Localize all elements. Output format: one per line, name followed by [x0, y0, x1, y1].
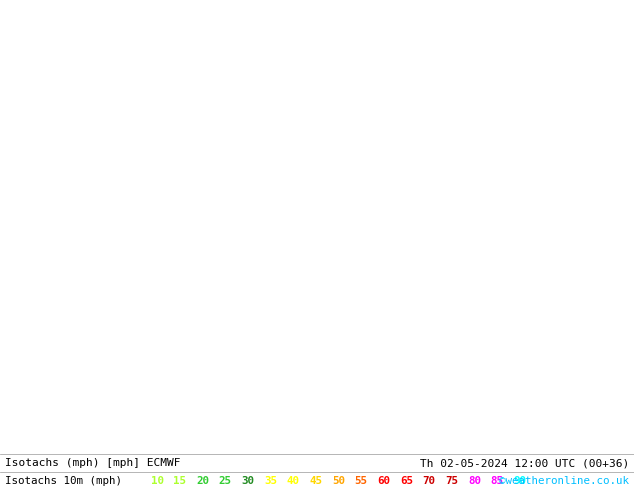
- Text: 90: 90: [514, 476, 526, 486]
- Text: 40: 40: [287, 476, 300, 486]
- Text: 45: 45: [309, 476, 323, 486]
- Text: 10: 10: [151, 476, 164, 486]
- Text: 80: 80: [468, 476, 481, 486]
- Text: 20: 20: [196, 476, 209, 486]
- Text: Isotachs (mph) [mph] ECMWF: Isotachs (mph) [mph] ECMWF: [5, 458, 181, 468]
- Text: 55: 55: [354, 476, 368, 486]
- Text: 15: 15: [173, 476, 186, 486]
- Text: 30: 30: [242, 476, 254, 486]
- Text: 75: 75: [445, 476, 458, 486]
- Text: 35: 35: [264, 476, 277, 486]
- Text: 25: 25: [219, 476, 232, 486]
- Text: 60: 60: [377, 476, 391, 486]
- Text: 85: 85: [491, 476, 504, 486]
- Text: 70: 70: [423, 476, 436, 486]
- Text: Th 02-05-2024 12:00 UTC (00+36): Th 02-05-2024 12:00 UTC (00+36): [420, 458, 629, 468]
- Text: ©weatheronline.co.uk: ©weatheronline.co.uk: [499, 476, 629, 486]
- Text: 50: 50: [332, 476, 345, 486]
- Text: Isotachs 10m (mph): Isotachs 10m (mph): [5, 476, 122, 486]
- Text: 65: 65: [400, 476, 413, 486]
